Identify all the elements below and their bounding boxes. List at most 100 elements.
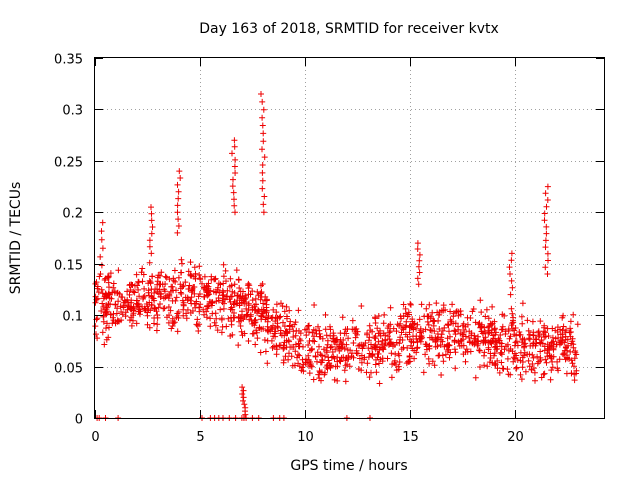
data-point bbox=[296, 343, 303, 350]
data-point bbox=[322, 353, 328, 360]
data-point bbox=[92, 299, 99, 306]
data-point bbox=[133, 320, 140, 327]
data-point bbox=[375, 313, 382, 319]
data-point bbox=[212, 275, 219, 282]
data-point bbox=[108, 295, 115, 302]
data-point bbox=[516, 331, 523, 338]
data-point bbox=[519, 364, 526, 371]
data-point bbox=[225, 315, 232, 322]
data-point bbox=[497, 332, 504, 338]
data-point bbox=[155, 304, 162, 311]
data-point bbox=[317, 351, 324, 358]
data-point bbox=[187, 259, 194, 266]
data-point bbox=[229, 183, 236, 190]
data-point bbox=[414, 321, 421, 328]
data-point bbox=[179, 260, 185, 267]
data-point bbox=[177, 175, 184, 181]
data-point bbox=[416, 329, 423, 336]
data-point bbox=[220, 273, 227, 280]
data-point bbox=[517, 349, 524, 356]
data-point bbox=[169, 318, 176, 324]
data-point bbox=[211, 319, 218, 326]
data-point bbox=[148, 293, 155, 300]
data-point bbox=[271, 324, 278, 331]
data-point bbox=[353, 347, 360, 354]
data-point bbox=[286, 326, 293, 333]
data-point bbox=[509, 320, 516, 327]
data-point bbox=[259, 122, 266, 129]
data-point bbox=[148, 204, 154, 211]
data-point bbox=[178, 290, 185, 297]
data-point bbox=[380, 346, 387, 353]
data-point bbox=[468, 332, 475, 339]
data-point bbox=[170, 287, 176, 294]
data-point bbox=[252, 295, 259, 302]
data-point bbox=[193, 300, 200, 307]
data-point bbox=[398, 329, 405, 336]
data-point bbox=[139, 303, 146, 310]
data-point bbox=[476, 347, 482, 354]
data-point bbox=[426, 301, 433, 308]
data-point bbox=[414, 275, 421, 282]
data-point bbox=[554, 324, 561, 331]
data-point bbox=[416, 269, 423, 276]
data-point bbox=[534, 353, 541, 360]
data-point bbox=[418, 301, 425, 308]
data-point bbox=[545, 333, 552, 339]
data-point bbox=[570, 311, 577, 318]
data-point bbox=[174, 209, 181, 216]
data-point bbox=[413, 325, 420, 332]
data-point bbox=[477, 297, 484, 304]
data-point bbox=[573, 351, 580, 358]
data-point bbox=[407, 300, 414, 307]
data-point bbox=[559, 338, 566, 345]
data-point bbox=[539, 340, 546, 347]
data-point bbox=[550, 346, 557, 353]
data-point bbox=[567, 325, 574, 332]
data-point bbox=[221, 300, 227, 307]
data-point bbox=[253, 301, 259, 308]
data-point bbox=[186, 282, 193, 289]
data-point bbox=[127, 281, 134, 288]
data-point bbox=[414, 338, 421, 345]
data-point bbox=[258, 91, 264, 97]
data-point bbox=[195, 293, 202, 300]
data-point bbox=[305, 352, 312, 359]
data-point bbox=[512, 339, 519, 346]
data-point bbox=[421, 313, 428, 320]
data-point bbox=[261, 154, 268, 161]
data-point bbox=[153, 327, 160, 334]
data-point bbox=[170, 277, 177, 284]
data-point bbox=[451, 337, 458, 344]
data-point bbox=[270, 333, 277, 340]
data-point bbox=[309, 329, 316, 336]
data-point bbox=[493, 329, 499, 336]
data-point bbox=[541, 210, 548, 217]
data-point bbox=[243, 312, 250, 319]
y-tick-label: 0.35 bbox=[54, 53, 83, 68]
data-point bbox=[392, 351, 399, 358]
data-point bbox=[369, 352, 376, 358]
data-point bbox=[161, 305, 168, 312]
data-point bbox=[506, 335, 513, 342]
y-tick-label: 0.2 bbox=[62, 207, 83, 222]
data-point bbox=[466, 339, 473, 346]
data-point bbox=[388, 374, 395, 381]
data-point bbox=[354, 350, 361, 357]
data-point bbox=[456, 343, 463, 349]
data-point bbox=[295, 340, 302, 347]
data-point bbox=[552, 335, 559, 342]
data-point bbox=[222, 267, 229, 274]
data-point bbox=[135, 286, 142, 293]
data-point bbox=[261, 337, 268, 343]
data-point bbox=[420, 369, 427, 376]
data-point bbox=[238, 328, 245, 335]
data-point bbox=[545, 257, 551, 264]
data-point bbox=[446, 354, 453, 361]
data-point bbox=[414, 240, 421, 247]
data-point bbox=[504, 355, 511, 362]
data-point bbox=[475, 321, 482, 328]
data-point bbox=[425, 355, 432, 362]
data-point bbox=[509, 284, 516, 291]
data-point bbox=[103, 336, 110, 343]
